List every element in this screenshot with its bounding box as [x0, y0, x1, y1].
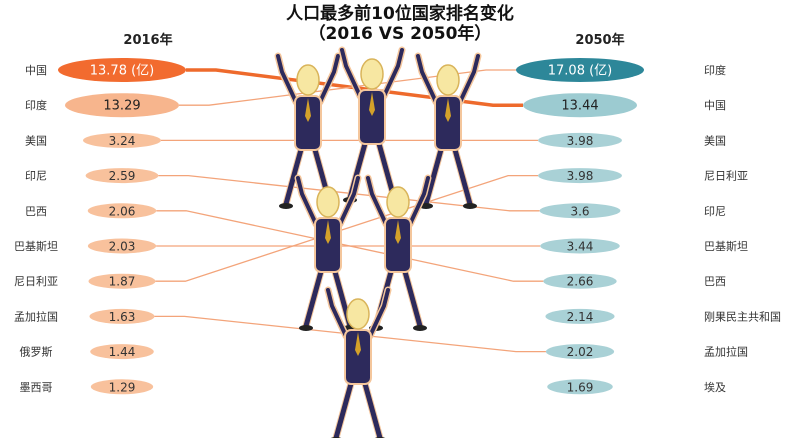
right-value-label: 17.08 (亿) — [548, 64, 613, 79]
left-country-label: 墨西哥 — [20, 381, 53, 394]
left-value-label: 1.63 — [109, 310, 136, 324]
right-country-label: 刚果民主共和国 — [704, 310, 781, 323]
right-country-label: 巴基斯坦 — [704, 239, 748, 253]
right-value-ellipse — [545, 344, 615, 360]
left-country-label: 印度 — [25, 98, 47, 112]
left-value-ellipse — [87, 203, 157, 219]
left-value-ellipse — [83, 132, 161, 148]
right-value-label: 3.44 — [567, 240, 594, 254]
right-country-label: 巴西 — [704, 275, 726, 288]
left-country-label: 俄罗斯 — [20, 346, 53, 359]
people-illustration — [274, 46, 482, 438]
left-value-label: 1.29 — [109, 380, 136, 394]
left-value-label: 2.06 — [109, 204, 136, 218]
left-value-ellipse — [89, 308, 155, 324]
right-value-label: 3.6 — [570, 204, 589, 218]
right-value-ellipse — [540, 238, 620, 254]
left-year-header: 2016年 — [123, 32, 172, 48]
rank-marks: 13.78 (亿) 中国 13.29 印度 3.24 美国 2.59 印尼 2.06 巴西 2.03… — [14, 58, 781, 395]
right-value-ellipse — [539, 203, 621, 219]
left-country-label: 巴西 — [25, 205, 47, 218]
left-value-ellipse — [65, 93, 179, 118]
left-value-ellipse — [90, 379, 154, 395]
rank-link — [155, 174, 539, 282]
right-value-ellipse — [545, 308, 615, 324]
left-value-ellipse — [58, 58, 186, 82]
right-country-label: 埃及 — [704, 380, 726, 394]
left-country-label: 美国 — [25, 134, 47, 147]
left-value-ellipse — [87, 238, 157, 254]
left-value-label: 1.44 — [109, 345, 136, 359]
chart-title: 人口最多前10位国家排名变化 — [286, 3, 514, 24]
left-value-ellipse — [90, 344, 154, 360]
right-value-label: 3.98 — [567, 134, 594, 148]
right-value-ellipse — [523, 93, 637, 118]
right-value-label: 3.98 — [567, 169, 594, 183]
right-value-label: 2.02 — [567, 345, 594, 359]
right-country-label: 尼日利亚 — [704, 170, 748, 183]
left-value-label: 2.59 — [109, 169, 136, 183]
left-value-label: 3.24 — [109, 134, 136, 148]
right-value-label: 1.69 — [567, 380, 594, 394]
left-value-ellipse — [88, 273, 156, 289]
left-value-ellipse — [85, 168, 159, 184]
right-value-ellipse — [538, 168, 622, 184]
right-value-ellipse — [516, 58, 644, 82]
left-country-label: 巴基斯坦 — [14, 239, 58, 253]
right-value-ellipse — [543, 273, 617, 289]
left-value-label: 2.03 — [109, 240, 136, 254]
chart-subtitle: （2016 VS 2050年） — [309, 23, 492, 44]
right-value-label: 13.44 — [561, 99, 598, 114]
person-figure — [364, 174, 432, 331]
person-figure — [274, 52, 342, 209]
person-figure — [324, 286, 392, 438]
left-country-label: 孟加拉国 — [14, 309, 58, 323]
right-country-label: 印度 — [704, 63, 726, 77]
rank-link — [179, 69, 516, 106]
right-value-ellipse — [547, 379, 613, 395]
person-figure — [338, 46, 406, 203]
right-country-label: 中国 — [704, 99, 726, 112]
right-country-label: 美国 — [704, 134, 726, 147]
right-value-label: 2.14 — [567, 310, 594, 324]
left-country-label: 印尼 — [25, 170, 47, 183]
left-country-label: 尼日利亚 — [14, 275, 58, 288]
left-country-label: 中国 — [25, 64, 47, 77]
right-country-label: 印尼 — [704, 205, 726, 218]
right-value-label: 2.66 — [567, 275, 594, 289]
right-year-header: 2050年 — [575, 32, 624, 48]
left-value-label: 13.78 (亿) — [90, 64, 155, 79]
left-value-label: 1.87 — [109, 275, 136, 289]
person-figure — [294, 174, 362, 331]
right-value-ellipse — [538, 132, 622, 148]
left-value-label: 13.29 — [103, 99, 140, 114]
right-country-label: 孟加拉国 — [704, 345, 748, 359]
